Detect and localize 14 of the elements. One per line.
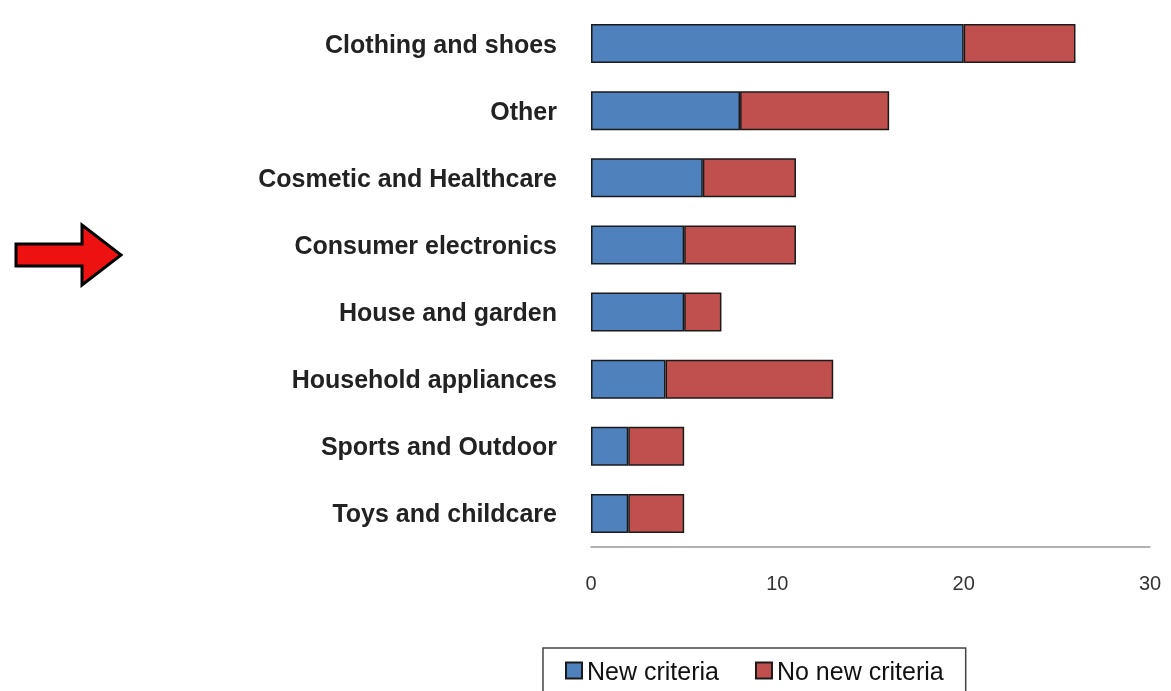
legend-label: No new criteria <box>776 656 944 685</box>
x-tick-label: 10 <box>766 572 789 594</box>
y-tick-label: Other <box>490 96 558 125</box>
y-tick-label: Toys and childcare <box>332 499 558 528</box>
x-tick-label: 20 <box>952 572 975 594</box>
y-tick-label: Sports and Outdoor <box>320 432 558 461</box>
legend-label: New criteria <box>587 656 720 685</box>
x-tick-label: 30 <box>1138 572 1162 594</box>
y-tick-label: Cosmetic and Healthcare <box>258 163 558 192</box>
y-tick-label: Clothing and shoes <box>325 29 557 58</box>
y-tick-label: Consumer electronics <box>294 230 557 259</box>
y-tick-label: House and garden <box>338 298 557 327</box>
x-tick-label: 0 <box>585 572 597 594</box>
y-tick-label: Household appliances <box>291 365 557 394</box>
